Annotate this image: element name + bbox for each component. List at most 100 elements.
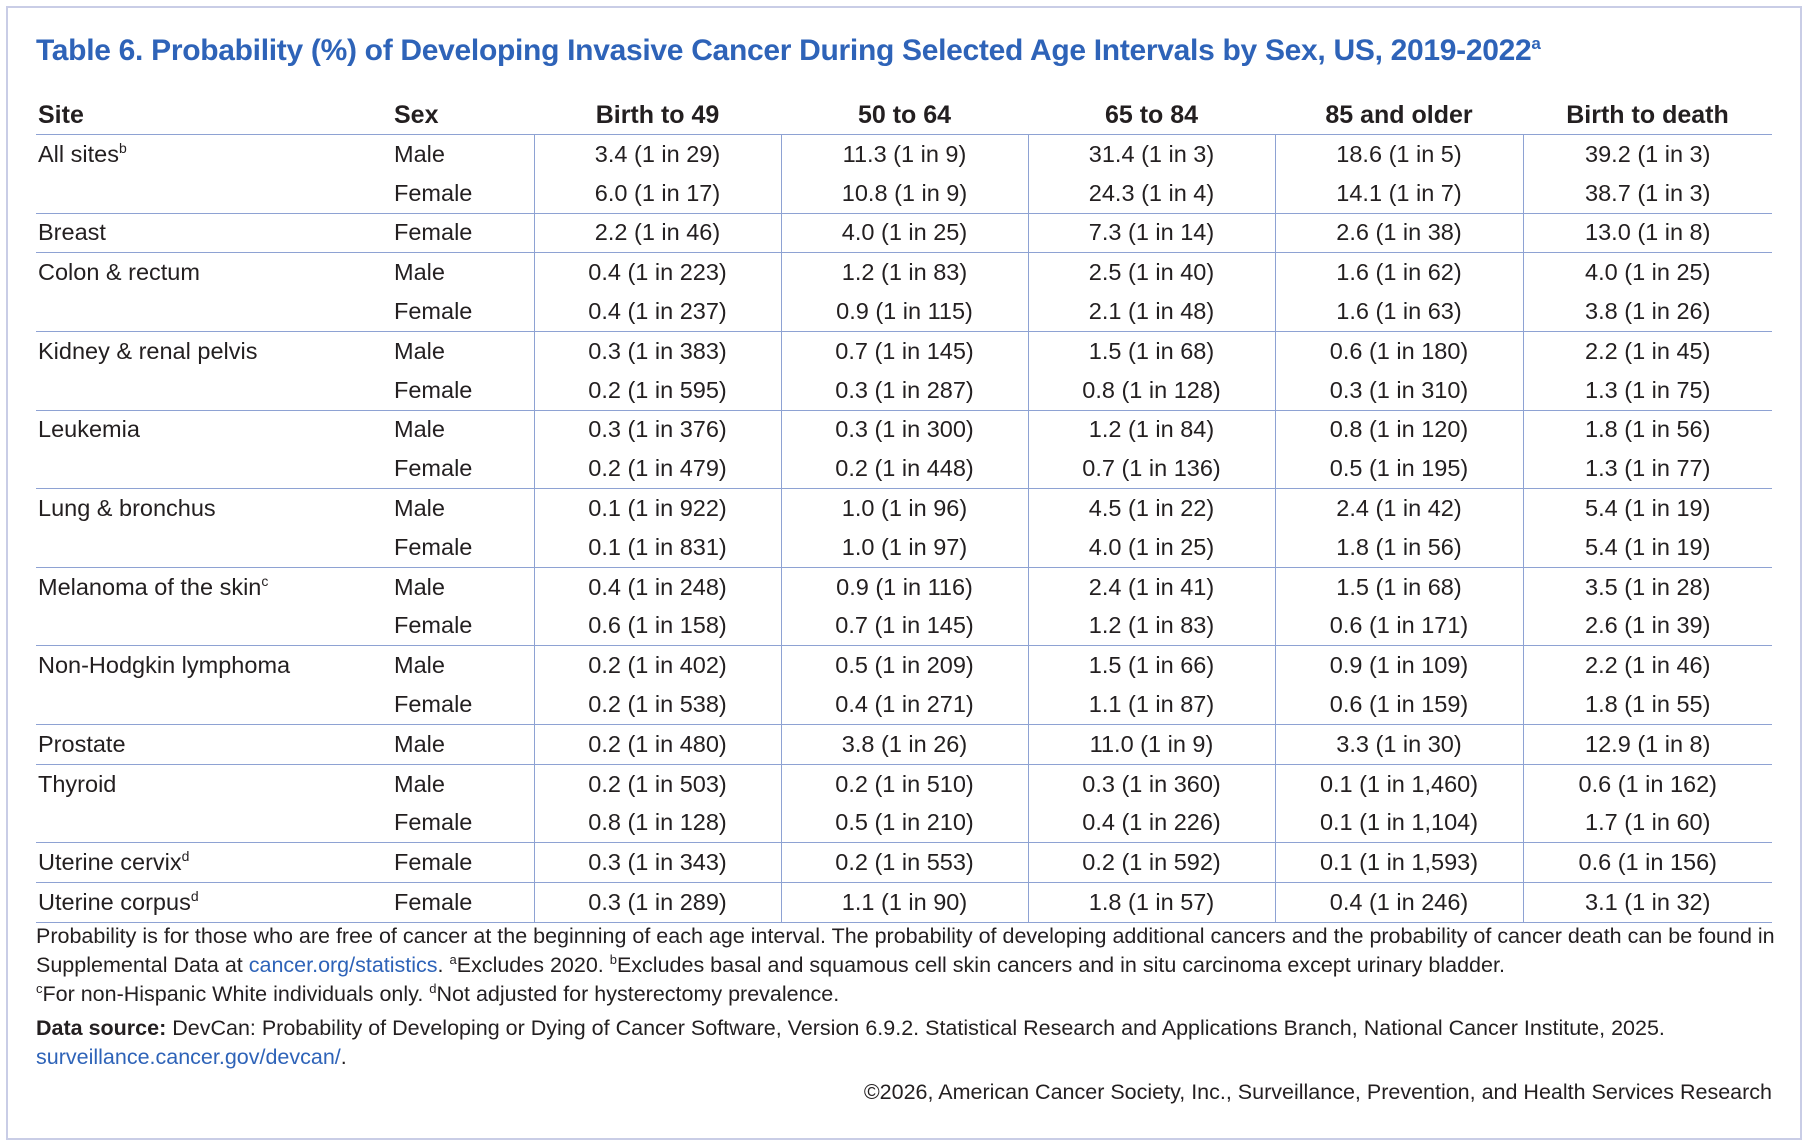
value-cell: 0.9 (1 in 109): [1274, 645, 1523, 686]
value-cell: 0.8 (1 in 128): [533, 803, 781, 844]
table-row: Non-Hodgkin lymphoma Male 0.2 (1 in 402) 0.…: [36, 645, 1772, 686]
sex-cell: Female: [394, 803, 534, 844]
table-row: Prostate Male 0.2 (1 in 480) 3.8 (1 in 26) 1…: [36, 724, 1772, 765]
value-cell: 2.4 (1 in 41): [1027, 567, 1275, 607]
value-cell: 0.7 (1 in 136): [1027, 449, 1275, 490]
value-cell: 2.2 (1 in 46): [533, 213, 781, 254]
site-cell: Colon & rectum: [38, 259, 200, 286]
site-cell: [36, 173, 394, 214]
value-cell: 39.2 (1 in 3): [1522, 134, 1772, 174]
table-row: Kidney & renal pelvis Male 0.3 (1 in 383) 0…: [36, 331, 1772, 371]
value-cell: 0.4 (1 in 223): [533, 252, 781, 293]
site-cell: Uterine cervixd: [36, 842, 394, 884]
value-cell: 24.3 (1 in 4): [1027, 173, 1275, 214]
value-cell: 1.7 (1 in 60): [1522, 803, 1772, 844]
table-row: Thyroid Male 0.2 (1 in 503) 0.2 (1 in 510) 0…: [36, 764, 1772, 804]
value-cell: 3.8 (1 in 26): [1522, 292, 1772, 332]
value-cell: 0.2 (1 in 510): [780, 764, 1028, 804]
value-cell: 5.4 (1 in 19): [1522, 488, 1772, 528]
value-cell: 0.3 (1 in 310): [1274, 370, 1523, 411]
site-cell: Melanoma of the skinc: [38, 572, 269, 600]
value-cell: 0.6 (1 in 180): [1274, 331, 1523, 371]
table-row: Breast Female 2.2 (1 in 46) 4.0 (1 in 25) 7.…: [36, 213, 1772, 254]
table-row: Female 0.8 (1 in 128) 0.5 (1 in 210) 0.4 (1…: [36, 803, 1772, 844]
value-cell: 0.1 (1 in 1,460): [1274, 764, 1523, 804]
site-footnote-mark: c: [261, 572, 269, 589]
value-cell: 0.1 (1 in 1,104): [1274, 803, 1523, 844]
column-header-site: Site: [36, 88, 394, 135]
column-header-birth-to-death: Birth to death: [1523, 88, 1772, 135]
value-cell: 0.4 (1 in 271): [780, 685, 1028, 725]
value-cell: 1.8 (1 in 57): [1027, 882, 1275, 923]
value-cell: 2.1 (1 in 48): [1027, 292, 1275, 332]
table-title: Table 6. Probability (%) of Developing I…: [36, 34, 1541, 67]
column-header-85-and-older: 85 and older: [1275, 88, 1523, 135]
header-row: Site Sex Birth to 49 50 to 64 65 to 84 8…: [36, 88, 1772, 135]
value-cell: 0.7 (1 in 145): [780, 606, 1028, 647]
sex-cell: Male: [394, 652, 445, 679]
value-cell: 0.6 (1 in 162): [1522, 764, 1772, 804]
devcan-link[interactable]: surveillance.cancer.gov/devcan/: [36, 1045, 341, 1069]
sex-cell: Male: [394, 724, 534, 765]
column-header-65-to-84: 65 to 84: [1028, 88, 1275, 135]
site-cell: [36, 803, 394, 844]
value-cell: 0.3 (1 in 343): [533, 842, 781, 884]
cancer-statistics-link[interactable]: cancer.org/statistics: [248, 953, 438, 977]
value-cell: 1.3 (1 in 77): [1522, 449, 1772, 490]
value-cell: 0.3 (1 in 376): [533, 410, 781, 450]
value-cell: 0.3 (1 in 287): [780, 370, 1028, 411]
value-cell: 14.1 (1 in 7): [1274, 173, 1523, 214]
value-cell: 1.8 (1 in 55): [1522, 685, 1772, 725]
value-cell: 0.6 (1 in 159): [1274, 685, 1523, 725]
sex-cell: Female: [394, 882, 534, 923]
value-cell: 13.0 (1 in 8): [1522, 213, 1772, 254]
sex-cell: Female: [394, 292, 534, 332]
site-cell: [36, 606, 394, 647]
value-cell: 38.7 (1 in 3): [1522, 173, 1772, 214]
column-header-sex: Sex: [394, 88, 534, 135]
value-cell: 1.5 (1 in 68): [1274, 567, 1523, 607]
site-cell: Kidney & renal pelvis: [38, 337, 258, 364]
value-cell: 0.2 (1 in 553): [780, 842, 1028, 884]
value-cell: 0.5 (1 in 210): [780, 803, 1028, 844]
site-cell: All sitesb: [38, 140, 127, 167]
value-cell: 18.6 (1 in 5): [1274, 134, 1523, 174]
site-cell: Leukemia: [38, 416, 140, 443]
site-footnote-mark: d: [190, 888, 199, 905]
sex-cell: Male: [394, 770, 445, 797]
site-cell: [36, 527, 394, 568]
value-cell: 0.9 (1 in 115): [780, 292, 1028, 332]
sex-cell: Male: [394, 337, 445, 364]
site-footnote-mark: d: [181, 848, 190, 865]
column-header-birth-to-49: Birth to 49: [534, 88, 781, 135]
sex-cell: Female: [394, 370, 534, 411]
value-cell: 6.0 (1 in 17): [533, 173, 781, 214]
site-cell: Prostate: [36, 724, 394, 765]
site-footnote-mark: b: [118, 140, 127, 157]
value-cell: 0.1 (1 in 922): [533, 488, 781, 528]
sex-cell: Male: [394, 416, 445, 443]
site-cell: Non-Hodgkin lymphoma: [38, 652, 291, 679]
value-cell: 0.5 (1 in 195): [1274, 449, 1523, 490]
value-cell: 12.9 (1 in 8): [1522, 724, 1772, 765]
table-row: Lung & bronchus Male 0.1 (1 in 922) 1.0 (1 …: [36, 488, 1772, 528]
value-cell: 1.2 (1 in 84): [1027, 410, 1275, 450]
sex-cell: Male: [394, 573, 445, 600]
value-cell: 0.5 (1 in 209): [780, 645, 1028, 686]
value-cell: 0.4 (1 in 248): [533, 567, 781, 607]
sex-cell: Male: [394, 140, 445, 167]
value-cell: 0.9 (1 in 116): [780, 567, 1028, 607]
table-row: Female 0.2 (1 in 538) 0.4 (1 in 271) 1.1 (1…: [36, 685, 1772, 725]
site-cell: [36, 292, 394, 332]
value-cell: 3.5 (1 in 28): [1522, 567, 1772, 607]
sex-cell: Female: [394, 685, 534, 725]
value-cell: 4.0 (1 in 25): [1522, 252, 1772, 293]
sex-cell: Female: [394, 606, 534, 647]
title-footnote-mark: a: [1531, 34, 1541, 53]
copyright-notice: ©2026, American Cancer Society, Inc., Su…: [863, 1080, 1772, 1104]
value-cell: 0.1 (1 in 831): [533, 527, 781, 568]
table-row: Uterine corpusd Female 0.3 (1 in 289) 1.1 (…: [36, 882, 1772, 923]
value-cell: 0.2 (1 in 503): [533, 764, 781, 804]
column-header-50-to-64: 50 to 64: [781, 88, 1028, 135]
value-cell: 0.4 (1 in 237): [533, 292, 781, 332]
